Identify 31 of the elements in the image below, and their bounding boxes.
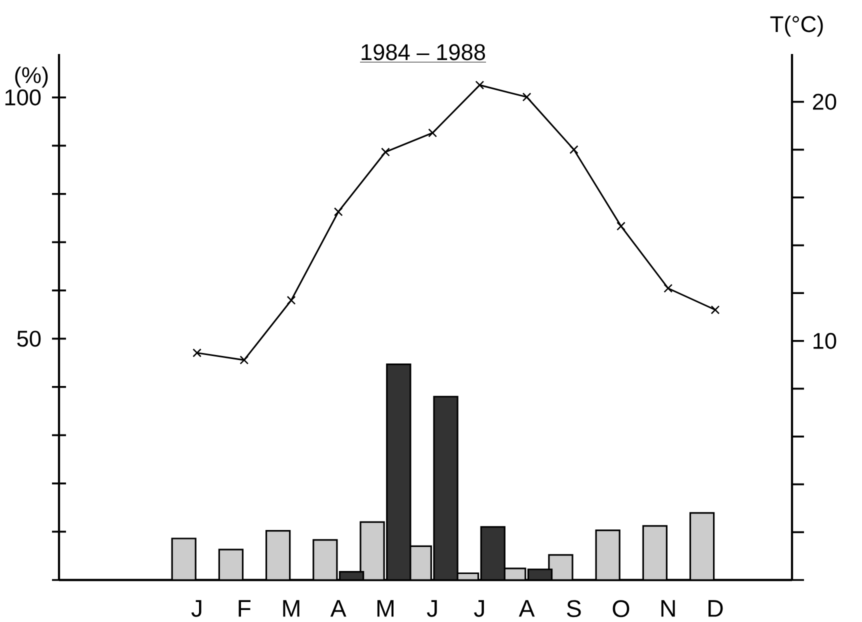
point (616, 222, 626, 231)
x-tick-label: M (283, 600, 300, 617)
x-tick-label: N (661, 600, 675, 617)
point (428, 128, 438, 138)
x-tick-label: D (708, 600, 723, 617)
point (569, 145, 578, 154)
y2-axis-title: T(°C) (770, 16, 823, 37)
chart-title: 1984 – 1988 (362, 44, 486, 60)
point (475, 80, 484, 90)
point (334, 207, 343, 216)
x-tick-label: M (377, 600, 394, 617)
point (710, 305, 720, 314)
point (286, 296, 296, 305)
y-axis-title: (%) (15, 66, 48, 88)
point (664, 284, 673, 293)
x-tick-label: J (474, 600, 484, 617)
x-tick-label: F (238, 600, 251, 617)
point (240, 356, 249, 364)
y-tick-label: 50 (17, 330, 41, 347)
point (381, 148, 390, 156)
x-tick-label: O (612, 600, 630, 618)
point (192, 348, 202, 358)
x-tick-label: A (518, 600, 535, 617)
y-tick-label: 100 (5, 89, 41, 106)
x-tick-label: J (191, 600, 202, 617)
x-tick-label: J (426, 600, 437, 617)
y2-tick-label: 10 (814, 332, 836, 349)
x-tick-label: A (330, 600, 346, 617)
point (522, 92, 532, 102)
x-tick-label: S (566, 600, 581, 618)
y2-tick-label: 20 (812, 94, 836, 110)
